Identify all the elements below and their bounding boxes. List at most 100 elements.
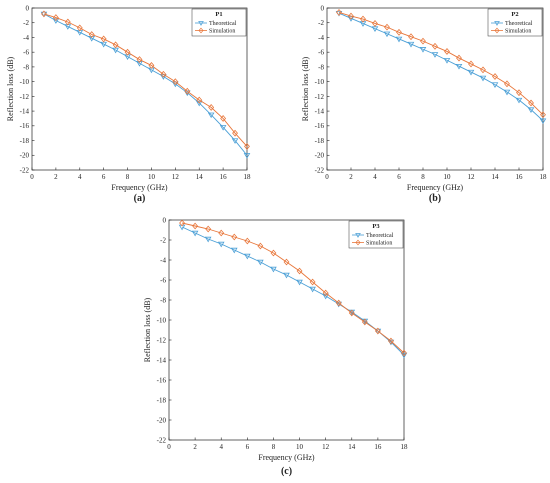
x-tick-label: 10 xyxy=(444,173,452,181)
legend-box xyxy=(191,8,247,37)
y-tick-label: -16 xyxy=(20,122,30,130)
legend-box xyxy=(348,220,404,249)
y-tick-label: -4 xyxy=(318,34,324,42)
data-point-theoretical xyxy=(374,328,382,335)
data-point-simulation xyxy=(384,23,390,31)
legend-marker-diamond xyxy=(355,239,361,246)
data-point-theoretical xyxy=(467,69,475,76)
data-point-theoretical xyxy=(136,61,143,67)
legend-box xyxy=(487,8,543,37)
data-point-simulation xyxy=(372,20,378,27)
data-point-simulation xyxy=(257,242,264,250)
data-point-theoretical xyxy=(395,36,403,43)
data-point-theoretical xyxy=(296,279,303,286)
y-tick-label: -10 xyxy=(315,78,325,86)
data-point-simulation xyxy=(348,12,354,20)
x-tick-label: 0 xyxy=(30,173,34,181)
legend-marker-triangle xyxy=(355,233,361,238)
plot-frame xyxy=(31,7,248,171)
y-tick-label: -2 xyxy=(23,19,29,27)
data-point-simulation xyxy=(244,237,251,245)
x-tick-label: 10 xyxy=(296,443,304,451)
legend-title: P3 xyxy=(372,223,380,230)
x-tick-label: 18 xyxy=(244,173,252,181)
data-point-theoretical xyxy=(204,236,212,243)
data-point-theoretical xyxy=(309,286,316,293)
data-point-simulation xyxy=(100,35,107,43)
data-point-theoretical xyxy=(207,112,215,119)
panel-label: (c) xyxy=(281,466,292,477)
data-point-simulation xyxy=(112,41,119,49)
legend-marker-diamond xyxy=(494,27,500,34)
data-point-simulation xyxy=(408,33,414,41)
x-tick-label: 8 xyxy=(421,173,425,181)
data-point-theoretical xyxy=(503,89,511,96)
data-point-simulation xyxy=(160,70,167,78)
data-point-simulation xyxy=(88,31,95,38)
y-tick-label: -12 xyxy=(157,336,167,344)
y-tick-label: -8 xyxy=(318,63,324,71)
x-axis-label: Frequency (GHz) xyxy=(111,183,168,192)
legend-label: Simulation xyxy=(505,29,531,35)
data-point-simulation xyxy=(270,249,277,257)
x-tick-label: 12 xyxy=(468,173,476,181)
plot-frame xyxy=(168,219,405,441)
data-point-theoretical xyxy=(491,82,499,88)
x-tick-label: 6 xyxy=(397,173,401,181)
legend: P3 Theoretical Simulation xyxy=(348,220,404,249)
y-axis-label: Reflection loss (dB) xyxy=(143,297,152,362)
data-point-theoretical xyxy=(443,58,451,64)
x-tick-label: 10 xyxy=(148,173,156,181)
data-point-simulation xyxy=(374,327,381,335)
legend-marker-triangle xyxy=(494,21,500,26)
data-point-theoretical xyxy=(230,247,238,254)
legend: P1 Theoretical Simulation xyxy=(191,8,247,37)
x-tick-label: 14 xyxy=(348,443,356,451)
y-tick-label: -6 xyxy=(318,49,324,57)
y-tick-label: -20 xyxy=(157,416,167,424)
data-point-simulation xyxy=(196,96,203,104)
data-point-simulation xyxy=(401,349,407,357)
data-point-theoretical xyxy=(52,18,60,24)
y-tick-label: -20 xyxy=(315,152,325,160)
data-point-theoretical xyxy=(217,241,225,248)
y-tick-label: -12 xyxy=(20,93,30,101)
y-tick-label: -4 xyxy=(23,34,29,42)
panel-label: (a) xyxy=(134,193,146,204)
data-point-theoretical xyxy=(88,35,96,42)
y-tick-label: -22 xyxy=(20,166,30,174)
y-tick-label: -6 xyxy=(23,49,29,57)
data-point-theoretical xyxy=(257,259,264,266)
legend-label: Simulation xyxy=(366,241,392,247)
legend-marker-diamond xyxy=(198,27,204,34)
x-tick-label: 16 xyxy=(374,443,382,451)
data-point-theoretical xyxy=(400,352,408,359)
y-tick-label: -10 xyxy=(157,316,167,324)
legend-label: Theoretical xyxy=(366,233,394,239)
y-tick-label: -4 xyxy=(160,256,166,264)
x-tick-label: 2 xyxy=(349,173,353,181)
data-point-theoretical xyxy=(515,97,523,104)
data-point-simulation xyxy=(184,87,191,95)
legend-marker-triangle xyxy=(198,21,204,26)
data-point-simulation xyxy=(444,48,450,55)
y-tick-label: -8 xyxy=(160,296,166,304)
y-tick-label: -2 xyxy=(160,236,166,244)
x-tick-label: 6 xyxy=(246,443,250,451)
data-point-simulation xyxy=(492,73,498,80)
legend-title: P1 xyxy=(215,11,222,18)
y-tick-label: 0 xyxy=(163,216,167,224)
x-tick-label: 6 xyxy=(102,173,106,181)
chart-panel-2: 0 2 4 6 8 10 12 14 16 18 0 -2 -4 -6 -8 -10 -12 -14 -16 -18 -… xyxy=(301,4,547,204)
data-point-simulation xyxy=(283,258,290,266)
data-point-simulation xyxy=(456,54,462,62)
x-tick-label: 18 xyxy=(401,443,409,451)
data-point-simulation xyxy=(218,229,225,237)
data-point-simulation xyxy=(432,42,438,50)
y-tick-label: -22 xyxy=(315,166,325,174)
y-tick-label: -22 xyxy=(157,436,167,444)
x-tick-label: 0 xyxy=(325,173,329,181)
data-point-simulation xyxy=(528,99,534,107)
data-point-simulation xyxy=(220,115,227,122)
